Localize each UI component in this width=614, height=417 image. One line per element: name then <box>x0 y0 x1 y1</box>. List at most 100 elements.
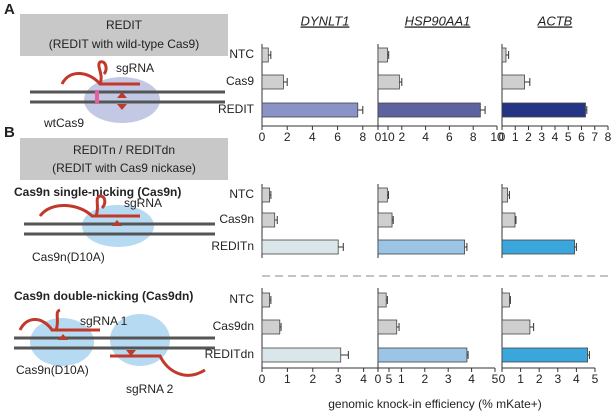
x-tick-label: 1 <box>398 372 405 386</box>
bar <box>377 212 393 228</box>
diagram-cas9n <box>24 194 215 247</box>
diagram-redit <box>30 60 225 123</box>
bar <box>261 74 284 90</box>
category-label: Cas9dn <box>213 319 254 333</box>
error-bar <box>396 323 400 331</box>
diagram-label: sgRNA <box>116 61 154 75</box>
bar <box>377 187 388 203</box>
x-tick-label: 3 <box>538 130 545 144</box>
category-label: NTC <box>229 292 254 306</box>
diagram-label: sgRNA <box>124 196 162 210</box>
x-tick-label: 10 <box>381 130 395 144</box>
x-tick-label: 2 <box>284 130 291 144</box>
error-bar <box>283 78 288 86</box>
error-bar <box>480 106 486 114</box>
section-heading: Cas9n double-nicking (Cas9dn) <box>14 289 193 303</box>
diagram-label: wtCas9 <box>43 116 84 130</box>
x-tick-label: 4 <box>309 130 316 144</box>
error-bar <box>269 296 272 304</box>
bar <box>501 74 525 90</box>
x-tick-label: 1 <box>512 130 519 144</box>
x-tick-label: 8 <box>359 130 366 144</box>
category-label: REDITdn <box>205 347 254 361</box>
x-tick-label: 6 <box>334 130 341 144</box>
x-tick-label: 6 <box>578 130 585 144</box>
panel-subtitle: (REDIT with Cas9 nickase) <box>52 161 196 175</box>
x-tick-label: 4 <box>573 372 580 386</box>
error-bar <box>279 323 282 331</box>
error-bar <box>524 78 531 86</box>
panel-title: REDITn / REDITdn <box>73 143 175 157</box>
x-tick-label: 3 <box>554 372 561 386</box>
column-title: HSP90AA1 <box>405 13 471 28</box>
error-bar <box>274 216 278 224</box>
error-bar <box>507 191 510 199</box>
error-bar <box>585 106 588 114</box>
x-tick-label: 6 <box>446 130 453 144</box>
category-label: NTC <box>229 187 254 201</box>
error-bar <box>505 51 510 59</box>
error-bar <box>392 216 394 224</box>
x-tick-label: 1 <box>517 372 524 386</box>
x-tick-label: 1 <box>284 372 291 386</box>
column-title: DYNLT1 <box>301 13 350 28</box>
error-bar <box>515 216 517 224</box>
error-bar <box>269 191 272 199</box>
error-bar <box>587 351 590 359</box>
x-tick-label: 4 <box>360 372 367 386</box>
bar <box>261 292 271 308</box>
error-bar <box>338 243 344 251</box>
bar <box>261 239 339 255</box>
diagram-label: sgRNA 2 <box>126 382 174 396</box>
bar <box>501 212 516 228</box>
x-tick-label: 5 <box>492 372 499 386</box>
diagram-cas9dn <box>14 308 215 377</box>
x-tick-label: 5 <box>565 130 572 144</box>
error-bar <box>466 351 469 359</box>
bar <box>261 347 342 363</box>
bar <box>261 187 271 203</box>
bar <box>377 319 398 335</box>
bar <box>377 347 468 363</box>
section-heading: Cas9n single-nicking (Cas9n) <box>14 185 181 199</box>
x-tick-label: 3 <box>335 372 342 386</box>
x-tick-label: 2 <box>309 372 316 386</box>
bar <box>501 319 531 335</box>
x-tick-label: 8 <box>605 130 612 144</box>
error-bar <box>387 191 390 199</box>
bar <box>377 102 481 118</box>
category-label: REDITn <box>211 239 254 253</box>
x-axis-label: genomic knock-in efficiency (% mKate+) <box>328 397 542 411</box>
panel-header-box <box>20 14 228 56</box>
x-tick-label: 7 <box>591 130 598 144</box>
error-bar <box>268 51 272 59</box>
diagram-label: sgRNA 1 <box>80 314 128 328</box>
x-tick-label: 2 <box>525 130 532 144</box>
bar <box>501 47 507 63</box>
x-tick-label: 10 <box>490 130 504 144</box>
x-tick-label: 4 <box>468 372 475 386</box>
x-tick-label: 3 <box>445 372 452 386</box>
bar <box>501 292 510 308</box>
category-label: Cas9 <box>226 74 254 88</box>
x-tick-label: 2 <box>536 372 543 386</box>
bar <box>261 102 359 118</box>
category-label: REDIT <box>218 102 255 116</box>
x-tick-label: 5 <box>592 372 599 386</box>
panel-subtitle: (REDIT with wild-type Cas9) <box>49 37 199 51</box>
error-bar <box>574 243 577 251</box>
bar <box>501 187 508 203</box>
panel-title: REDIT <box>106 18 143 32</box>
bar <box>501 347 588 363</box>
bar <box>501 102 586 118</box>
category-label: NTC <box>229 47 254 61</box>
x-tick-label: 0 <box>259 130 266 144</box>
category-label: Cas9n <box>219 212 254 226</box>
bar <box>377 47 388 63</box>
x-tick-label: 2 <box>398 130 405 144</box>
bar <box>377 292 387 308</box>
bar <box>261 319 281 335</box>
x-tick-label: 0 <box>375 372 382 386</box>
x-tick-label: 5 <box>386 372 393 386</box>
